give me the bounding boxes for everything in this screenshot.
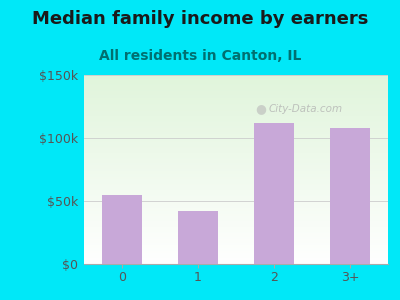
Bar: [178, 211, 218, 264]
Text: All residents in Canton, IL: All residents in Canton, IL: [99, 50, 301, 64]
Bar: [254, 123, 294, 264]
Text: City-Data.com: City-Data.com: [269, 104, 343, 114]
Bar: [330, 128, 370, 264]
Bar: [102, 195, 142, 264]
Text: Median family income by earners: Median family income by earners: [32, 11, 368, 28]
Text: ●: ●: [255, 103, 266, 116]
